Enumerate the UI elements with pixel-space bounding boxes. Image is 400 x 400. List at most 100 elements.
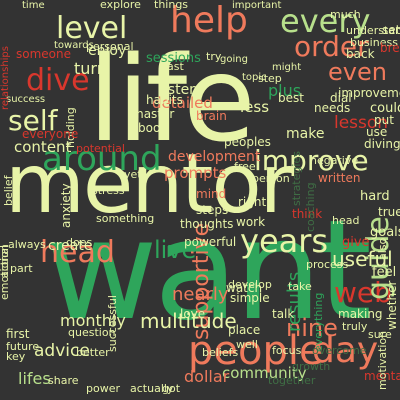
word-dollar: dollar bbox=[184, 367, 230, 386]
word-development: development bbox=[168, 149, 261, 165]
word-power: power bbox=[86, 382, 120, 395]
word-process: process bbox=[306, 258, 349, 271]
word-part: part bbox=[10, 262, 33, 275]
word-community: community bbox=[222, 364, 307, 382]
word-feel: feel bbox=[372, 265, 396, 280]
word-step: step bbox=[258, 72, 282, 85]
word-want: want bbox=[45, 190, 369, 351]
word-past: past bbox=[160, 60, 184, 73]
word-even: even bbox=[328, 58, 387, 86]
word-thoughts: thoughts bbox=[180, 217, 233, 231]
word-web: web bbox=[334, 276, 392, 309]
word-anxiety: anxiety bbox=[59, 183, 73, 228]
word-first: first bbox=[6, 327, 30, 341]
word-well: well bbox=[236, 338, 258, 351]
word-mind: mind bbox=[196, 187, 226, 201]
word-useful: useful bbox=[332, 247, 393, 271]
word-going: going bbox=[220, 54, 248, 65]
word-set: set bbox=[382, 23, 400, 37]
word-truly: truly bbox=[342, 320, 368, 333]
word-dial: dial bbox=[330, 91, 352, 105]
word-give: give bbox=[342, 235, 370, 250]
word-make: make bbox=[286, 126, 324, 142]
word-got: got bbox=[162, 382, 181, 395]
word-around: around bbox=[42, 139, 162, 179]
word-results: results bbox=[284, 272, 305, 332]
word-enjoy: enjoy bbox=[88, 43, 126, 59]
word-something: something bbox=[96, 212, 154, 225]
word-sessions: sessions bbox=[146, 51, 201, 66]
word-day: day bbox=[312, 330, 378, 371]
word-everything: everything bbox=[312, 293, 325, 352]
word-plus: plus bbox=[268, 81, 301, 100]
word-action: action bbox=[0, 244, 11, 278]
word-multitude: multitude bbox=[140, 309, 237, 333]
word-master: master bbox=[132, 107, 174, 121]
word-share: share bbox=[48, 374, 79, 387]
word-head: head bbox=[40, 235, 115, 270]
word-personal: personal bbox=[86, 40, 134, 53]
word-person: person bbox=[252, 172, 290, 185]
word-actually: actually bbox=[130, 382, 174, 395]
word-turn: turn bbox=[74, 59, 107, 78]
word-true: true bbox=[378, 205, 400, 219]
word-years: years bbox=[240, 222, 328, 260]
word-best: best bbox=[278, 91, 304, 105]
word-book: book bbox=[138, 121, 167, 135]
word-every: every bbox=[280, 2, 370, 40]
word-content: content bbox=[14, 138, 72, 156]
word-someone: someone bbox=[16, 47, 71, 61]
word-peoples: peoples bbox=[224, 135, 271, 149]
word-business: business bbox=[350, 36, 398, 49]
word-holding: holding bbox=[64, 107, 77, 148]
word-written: written bbox=[318, 171, 360, 185]
word-people: people bbox=[188, 328, 324, 374]
word-focus: focus bbox=[272, 344, 302, 357]
word-lifes: lifes bbox=[18, 369, 51, 388]
word-improve: improve bbox=[254, 144, 369, 177]
word-free: free bbox=[234, 160, 256, 173]
word-life: life bbox=[88, 30, 252, 168]
word-guide: guide bbox=[361, 216, 396, 300]
word-relationships: relationships bbox=[0, 46, 11, 110]
word-watch: watch bbox=[226, 281, 262, 295]
word-dive: dive bbox=[26, 63, 90, 98]
word-think: think bbox=[292, 207, 322, 221]
word-much: much bbox=[330, 8, 361, 21]
word-topic: topic bbox=[242, 72, 267, 83]
word-key: key bbox=[6, 350, 26, 363]
word-back: back bbox=[346, 47, 375, 61]
word-yet: yet bbox=[124, 168, 142, 181]
word-lesson: lesson bbox=[334, 113, 388, 133]
word-live: live bbox=[154, 236, 196, 264]
word-take: take bbox=[288, 280, 312, 293]
word-habits: habits bbox=[146, 93, 183, 107]
word-mentor: mentor bbox=[5, 137, 294, 232]
word-always: always bbox=[8, 238, 46, 251]
word-less: less bbox=[240, 98, 269, 116]
word-needs: needs bbox=[314, 101, 350, 115]
word-making: making bbox=[338, 307, 383, 321]
word-does: does bbox=[66, 236, 92, 249]
word-diving: diving bbox=[364, 137, 400, 151]
word-belief: belief bbox=[2, 174, 15, 206]
word-explore: explore bbox=[100, 0, 141, 11]
word-success: success bbox=[6, 94, 45, 105]
word-work: work bbox=[236, 215, 265, 229]
word-coaching: coaching bbox=[304, 182, 317, 232]
word-place: place bbox=[228, 323, 260, 337]
word-everyone: everyone bbox=[22, 127, 78, 141]
word-head: head bbox=[332, 214, 359, 227]
word-love: love bbox=[180, 307, 205, 321]
word-successful: successful bbox=[106, 295, 119, 352]
word-negative: negative bbox=[310, 154, 358, 167]
word-things: things bbox=[154, 0, 188, 11]
word-towards: towards bbox=[54, 40, 94, 51]
word-right: right bbox=[238, 195, 266, 209]
word-together: together bbox=[268, 374, 316, 387]
word-monthly: monthly bbox=[60, 311, 126, 330]
word-potential: potential bbox=[76, 142, 125, 155]
word-overcome: overcome bbox=[312, 344, 367, 357]
word-break: break bbox=[380, 41, 400, 55]
